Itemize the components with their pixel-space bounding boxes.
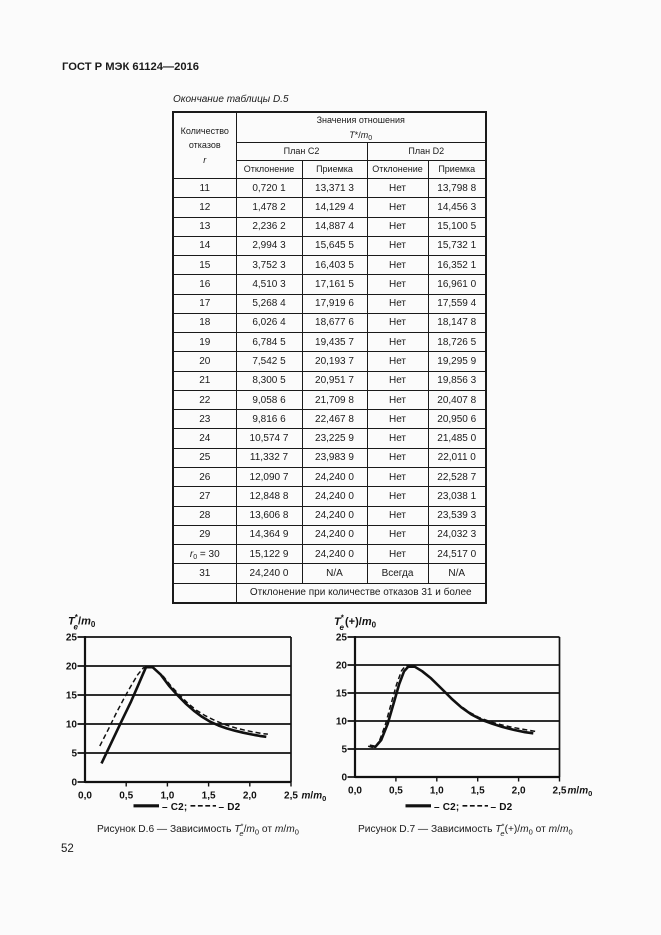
svg-text:m/m0: m/m0 <box>302 791 327 804</box>
svg-text:25: 25 <box>336 633 348 644</box>
svg-text:1,0: 1,0 <box>430 786 444 797</box>
svg-text:2,5: 2,5 <box>284 791 298 802</box>
svg-text:2,5: 2,5 <box>553 786 567 797</box>
svg-text:T*e/m0: T* e/m0 <box>68 613 96 632</box>
svg-text:T*e(+)/m0: T* e(+)/m0 <box>334 614 377 633</box>
svg-text:15: 15 <box>66 691 78 702</box>
svg-text:– D2: – D2 <box>491 802 513 813</box>
svg-text:Рисунок D.6 — Зависимость T*e/: Рисунок D.6 — Зависимость T* e/m0 от m/m0 <box>97 821 299 838</box>
svg-text:1,5: 1,5 <box>202 791 216 802</box>
svg-text:2,0: 2,0 <box>512 786 526 797</box>
svg-text:20: 20 <box>336 661 348 672</box>
svg-text:1,5: 1,5 <box>471 786 485 797</box>
svg-text:5: 5 <box>71 749 77 760</box>
svg-text:1,0: 1,0 <box>160 791 174 802</box>
svg-text:Рисунок D.7 — Зависимость T*e(: Рисунок D.7 — Зависимость T* e(+)/m0 от m… <box>358 821 573 838</box>
svg-text:0,5: 0,5 <box>119 791 133 802</box>
svg-text:– D2: – D2 <box>219 802 241 813</box>
svg-text:2,0: 2,0 <box>243 791 257 802</box>
svg-text:0,0: 0,0 <box>78 791 92 802</box>
svg-text:15: 15 <box>336 689 348 700</box>
svg-text:– C2;: – C2; <box>162 802 187 813</box>
svg-text:0: 0 <box>341 773 347 784</box>
svg-text:25: 25 <box>66 633 78 644</box>
svg-text:0,5: 0,5 <box>389 786 403 797</box>
svg-text:10: 10 <box>66 720 78 731</box>
svg-text:0: 0 <box>71 778 77 789</box>
svg-text:– C2;: – C2; <box>434 802 459 813</box>
svg-text:10: 10 <box>336 717 348 728</box>
svg-text:5: 5 <box>341 745 347 756</box>
svg-text:20: 20 <box>66 662 78 673</box>
svg-text:m/m0: m/m0 <box>568 786 593 799</box>
svg-text:0,0: 0,0 <box>348 786 362 797</box>
